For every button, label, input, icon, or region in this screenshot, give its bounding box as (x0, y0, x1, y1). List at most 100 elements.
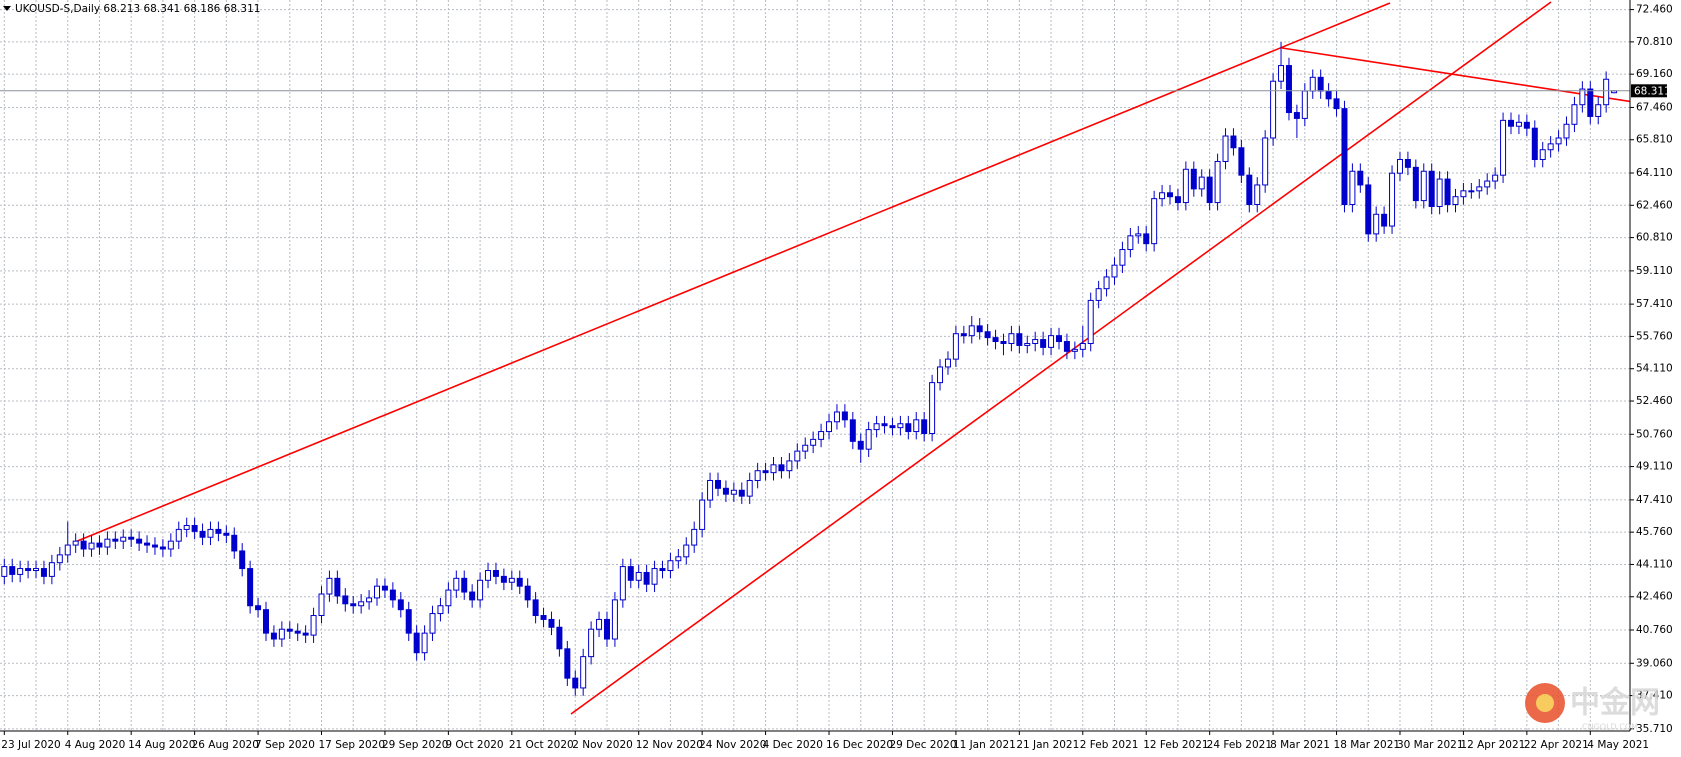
candle-body (1428, 170, 1435, 207)
candle-body (175, 528, 182, 542)
x-tick-label: 29 Sep 2020 (382, 739, 449, 751)
candle-body (1238, 147, 1245, 176)
candle-body (818, 431, 825, 440)
y-tick-label: 49.110 (1636, 461, 1673, 473)
header-text: UKOUSD-S,Daily 68.213 68.341 68.186 68.3… (15, 3, 260, 15)
y-tick-label: 65.810 (1636, 134, 1673, 146)
candle-body (421, 632, 428, 654)
candle-body (120, 536, 127, 542)
candle-body (1365, 184, 1372, 235)
candle-body (1373, 213, 1380, 235)
candle-body (1444, 178, 1451, 206)
candle-body (572, 677, 579, 689)
candle-body (104, 538, 111, 548)
x-tick-label: 21 Oct 2020 (509, 739, 574, 751)
candle-body (334, 577, 341, 597)
candle-body (699, 499, 706, 530)
y-tick-label: 52.460 (1636, 395, 1673, 407)
candle-body (144, 542, 151, 546)
candle-body (1555, 137, 1562, 145)
x-tick-label: 12 Apr 2021 (1460, 739, 1525, 751)
candle-body (1603, 78, 1610, 106)
candle-body (1285, 65, 1292, 114)
candle-body (1325, 90, 1332, 100)
candle-body (262, 609, 269, 634)
x-tick-label: 14 Aug 2020 (128, 739, 195, 751)
candle-body (1071, 348, 1078, 352)
candle-body (255, 605, 262, 611)
candle-body (1523, 121, 1530, 129)
candle-body (984, 331, 991, 339)
candle-body (786, 460, 793, 472)
candle-body (1024, 342, 1031, 346)
candle-body (350, 603, 357, 607)
candle-body (556, 626, 563, 650)
symbol: UKOUSD-S,Daily (15, 3, 100, 15)
candle-body (738, 489, 745, 497)
candle-body (461, 577, 468, 593)
candle-body (810, 438, 817, 446)
candle-body (1333, 98, 1340, 110)
y-tick-label: 50.760 (1636, 428, 1673, 440)
grid (0, 0, 1630, 731)
candle-body (453, 577, 460, 591)
candles (0, 42, 1630, 696)
candle-body (1198, 176, 1205, 190)
candle-body (286, 628, 293, 632)
candle-body (730, 489, 737, 495)
candle-body (1048, 335, 1055, 348)
candle-body (683, 544, 690, 558)
candle-body (1301, 90, 1308, 119)
candle-body (1476, 186, 1483, 192)
x-tick-label: 9 Oct 2020 (445, 739, 503, 751)
candle-body (302, 632, 309, 636)
candle-body (358, 601, 365, 607)
candle-body (841, 411, 848, 421)
candle-body (1571, 104, 1578, 125)
price-label-box (1631, 84, 1667, 98)
candle-body (413, 632, 420, 654)
candle-body (960, 333, 967, 337)
close: 68.311 (224, 3, 261, 15)
candle-body (1420, 170, 1427, 202)
candle-body (627, 566, 634, 581)
candle-body (794, 450, 801, 462)
y-tick-label: 72.460 (1636, 4, 1673, 16)
x-tick-label: 23 Jul 2020 (1, 739, 60, 751)
candle-body (64, 544, 71, 556)
candle-body (754, 470, 761, 481)
candle-body (1515, 121, 1522, 127)
candle-body (437, 605, 444, 615)
candle-body (770, 464, 777, 474)
candle-body (1357, 170, 1364, 186)
candle-body (746, 479, 753, 497)
y-tick-label: 40.760 (1636, 624, 1673, 636)
candle-body (873, 423, 880, 431)
candle-body (136, 538, 143, 544)
x-tick-label: 4 May 2021 (1587, 739, 1649, 751)
candle-body (1119, 249, 1126, 266)
candle-body (1389, 172, 1396, 227)
candle-body (1452, 196, 1459, 206)
x-tick-label: 16 Dec 2020 (826, 739, 893, 751)
candle-body (326, 577, 333, 595)
candle-body (215, 528, 222, 534)
candle-body (40, 568, 47, 577)
candle-body (1135, 233, 1142, 237)
y-tick-label: 37.410 (1636, 690, 1673, 702)
x-tick-label: 24 Nov 2020 (699, 739, 766, 751)
candle-body (159, 546, 166, 550)
candle-body (48, 562, 55, 577)
candle-body (207, 528, 214, 538)
candle-body (1262, 137, 1269, 186)
candle-body (1103, 276, 1110, 290)
candle-body (429, 613, 436, 634)
candle-body (1579, 88, 1586, 106)
candle-body (1246, 174, 1253, 206)
candle-body (112, 538, 119, 542)
candle-body (1381, 213, 1388, 227)
watermark-title: 中金网 (1570, 686, 1660, 721)
candle-body (651, 568, 658, 585)
